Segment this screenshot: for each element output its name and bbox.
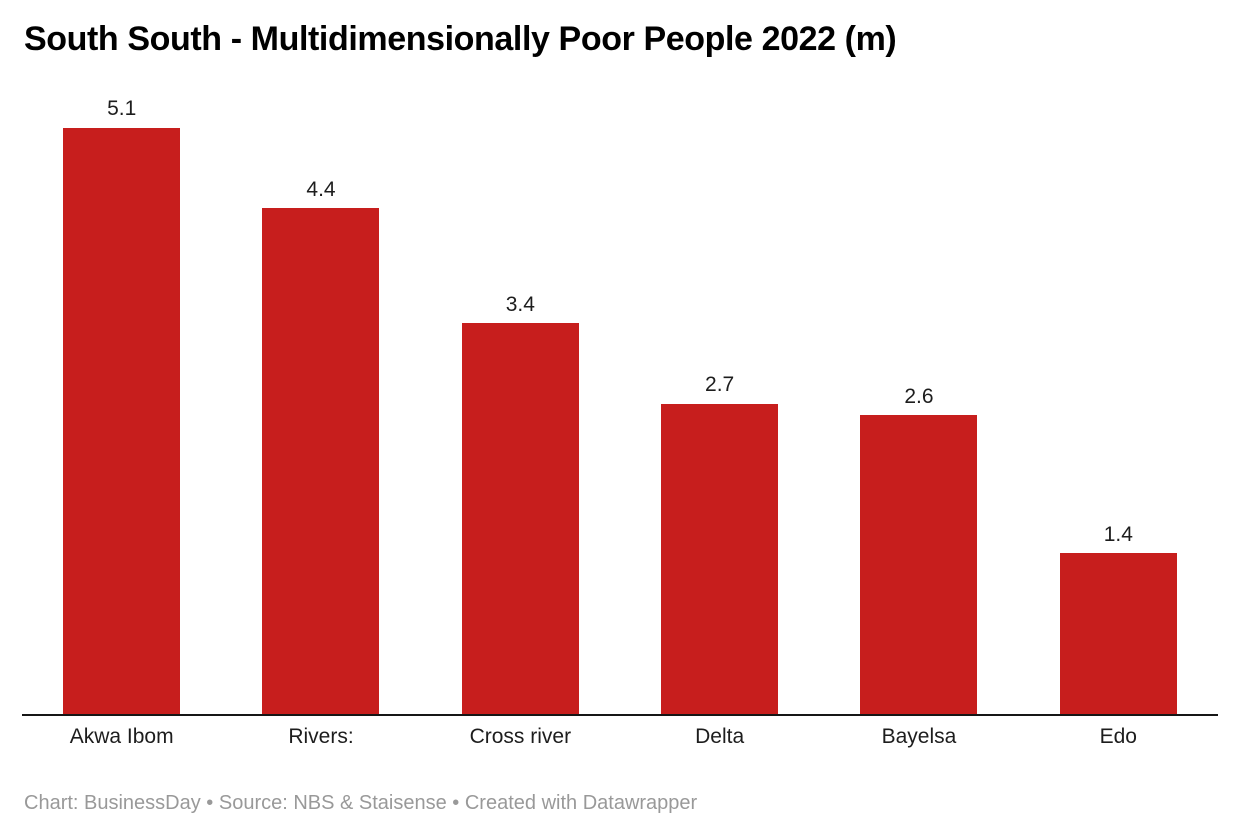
bar-value-label: 2.7 [705, 373, 735, 397]
bars-row: 5.1 4.4 3.4 2.7 2.6 1.4 [22, 90, 1218, 714]
bar [461, 323, 579, 714]
attribution-text: Chart: BusinessDay • Source: NBS & Stais… [24, 792, 698, 814]
bar-column: 4.4 [221, 90, 420, 714]
bar-value-label: 5.1 [107, 97, 137, 121]
bar-column: 2.6 [819, 90, 1018, 714]
x-axis-line [22, 714, 1218, 716]
bar-column: 2.7 [620, 90, 819, 714]
plot-area: 5.1 4.4 3.4 2.7 2.6 1.4 Akwa Ibom Rivers… [22, 90, 1218, 749]
bar-column: 1.4 [1019, 90, 1218, 714]
bar-column: 3.4 [421, 90, 620, 714]
category-label: Cross river [469, 725, 572, 748]
category-label: Akwa Ibom [69, 725, 174, 748]
bar-value-label: 2.6 [904, 384, 934, 408]
category-label: Rivers: [288, 725, 354, 748]
bar-value-label: 1.4 [1103, 522, 1133, 546]
category-label: Delta [695, 725, 745, 748]
category-labels-row: Akwa Ibom Rivers: Cross river Delta Baye… [22, 725, 1218, 749]
category-label: Bayelsa [881, 725, 957, 748]
bar [63, 127, 181, 714]
bar-column: 5.1 [22, 90, 221, 714]
bar-value-label: 4.4 [306, 177, 336, 201]
bar [262, 208, 380, 714]
chart-title: South South - Multidimensionally Poor Pe… [24, 20, 897, 58]
bar [1059, 553, 1177, 714]
bar-value-label: 3.4 [505, 292, 535, 316]
bar [661, 403, 779, 714]
bar [860, 415, 978, 714]
category-label: Edo [1099, 725, 1137, 748]
